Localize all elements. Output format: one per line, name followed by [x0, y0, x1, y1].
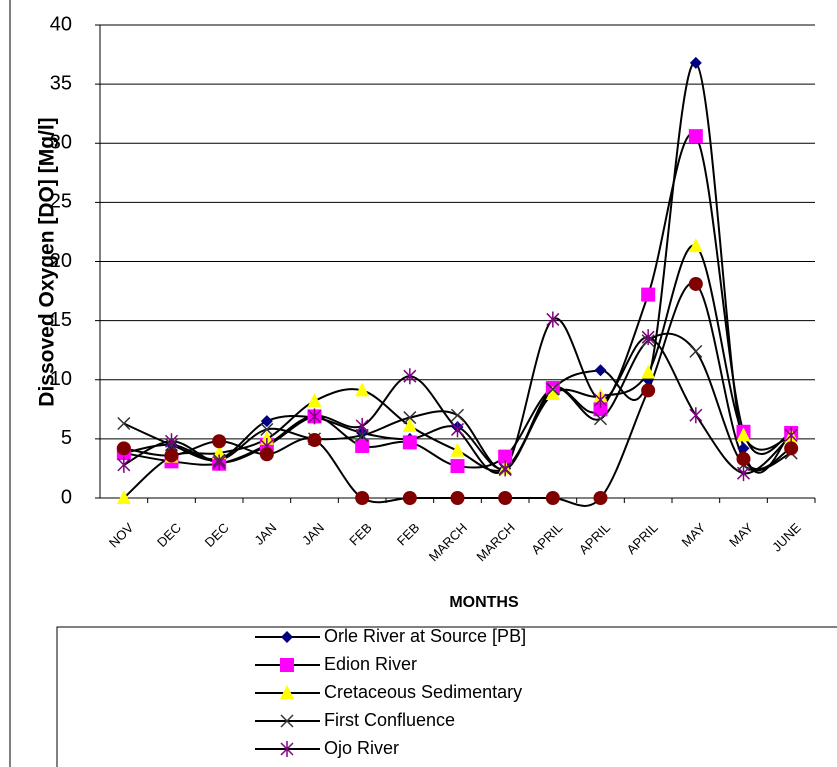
y-tick-label: 25	[50, 191, 72, 213]
legend-marker	[280, 714, 294, 728]
marker	[355, 491, 370, 505]
marker	[498, 460, 512, 477]
legend-marker	[281, 631, 293, 643]
marker	[450, 408, 465, 422]
marker	[545, 385, 560, 400]
marker	[402, 435, 417, 450]
marker	[689, 407, 703, 424]
marker	[784, 441, 799, 456]
x-tick-label: NOV	[106, 520, 137, 551]
marker	[260, 415, 273, 428]
marker	[546, 311, 560, 328]
marker	[784, 427, 798, 444]
marker	[117, 416, 131, 431]
y-tick-label: 40	[50, 13, 72, 35]
x-tick-label: MAY	[726, 520, 756, 550]
x-tick-label: APRIL	[624, 520, 661, 557]
legend-marker	[280, 741, 294, 757]
y-tick-label: 30	[50, 132, 72, 154]
x-tick-label: MARCH	[426, 520, 470, 564]
marker	[593, 402, 608, 417]
marker	[307, 433, 322, 448]
marker	[307, 408, 322, 425]
x-tick-label: FEB	[346, 520, 374, 548]
x-tick-label: MAY	[679, 520, 709, 550]
y-tick-label: 35	[50, 72, 72, 94]
x-tick-label: DEC	[202, 520, 232, 550]
y-tick-label: 20	[50, 250, 72, 272]
marker	[688, 129, 703, 144]
marker	[355, 438, 370, 453]
y-tick-label: 5	[61, 427, 72, 449]
marker	[545, 491, 560, 505]
marker	[736, 465, 751, 482]
marker	[212, 445, 227, 460]
marker	[593, 412, 608, 426]
marker	[450, 491, 465, 505]
marker	[641, 364, 656, 379]
marker	[164, 448, 179, 463]
y-axis-title: Dissoved Oxygen [DO] [Mg/l]	[36, 117, 59, 406]
y-tick-label: 0	[61, 486, 72, 508]
marker	[116, 490, 131, 504]
marker	[593, 491, 608, 505]
marker	[688, 276, 703, 291]
marker	[402, 491, 417, 505]
marker	[116, 441, 131, 456]
marker	[498, 491, 513, 505]
marker	[164, 433, 179, 450]
marker	[450, 421, 465, 438]
marker	[546, 382, 560, 396]
marker	[498, 449, 513, 464]
marker	[450, 459, 465, 474]
marker	[307, 393, 322, 408]
marker	[355, 428, 369, 442]
legend-label: Cretaceous Sedimentary	[324, 682, 522, 702]
marker	[355, 417, 369, 434]
marker	[736, 451, 751, 466]
marker	[450, 442, 465, 457]
legend-label: Edion River	[324, 654, 417, 674]
x-tick-label: APRIL	[528, 520, 565, 557]
x-tick-label: DEC	[154, 520, 184, 550]
marker	[593, 391, 608, 408]
marker	[689, 344, 703, 358]
marker	[688, 238, 703, 253]
marker	[402, 417, 417, 432]
marker	[641, 329, 655, 346]
series-line	[123, 132, 792, 469]
marker	[737, 442, 750, 455]
legend-label: First Confluence	[324, 710, 455, 730]
marker	[641, 287, 656, 302]
marker	[403, 411, 417, 425]
legend-marker	[280, 658, 294, 672]
marker	[403, 368, 417, 385]
marker	[259, 430, 274, 445]
x-tick-label: APRIL	[576, 520, 613, 557]
marker	[355, 382, 370, 397]
x-tick-label: JAN	[299, 520, 327, 548]
x-tick-label: JAN	[251, 520, 279, 548]
x-axis-title: MONTHS	[449, 594, 519, 611]
marker	[212, 434, 227, 449]
x-tick-label: MARCH	[473, 520, 517, 564]
y-tick-label: 10	[50, 368, 72, 390]
x-tick-label: FEB	[394, 520, 422, 548]
legend-label: Orle River at Source [PB]	[324, 626, 526, 646]
marker	[689, 56, 702, 69]
x-tick-label: JUNE	[769, 520, 804, 555]
legend-marker	[280, 685, 294, 699]
y-tick-label: 15	[50, 309, 72, 331]
marker	[259, 447, 274, 462]
marker	[736, 427, 751, 442]
legend-box	[56, 626, 837, 767]
series-line	[123, 317, 792, 475]
legend-label: Ojo River	[324, 738, 399, 758]
marker	[641, 383, 656, 398]
marker	[117, 456, 131, 473]
marker	[212, 454, 226, 471]
marker	[260, 422, 274, 436]
marker	[594, 364, 607, 377]
